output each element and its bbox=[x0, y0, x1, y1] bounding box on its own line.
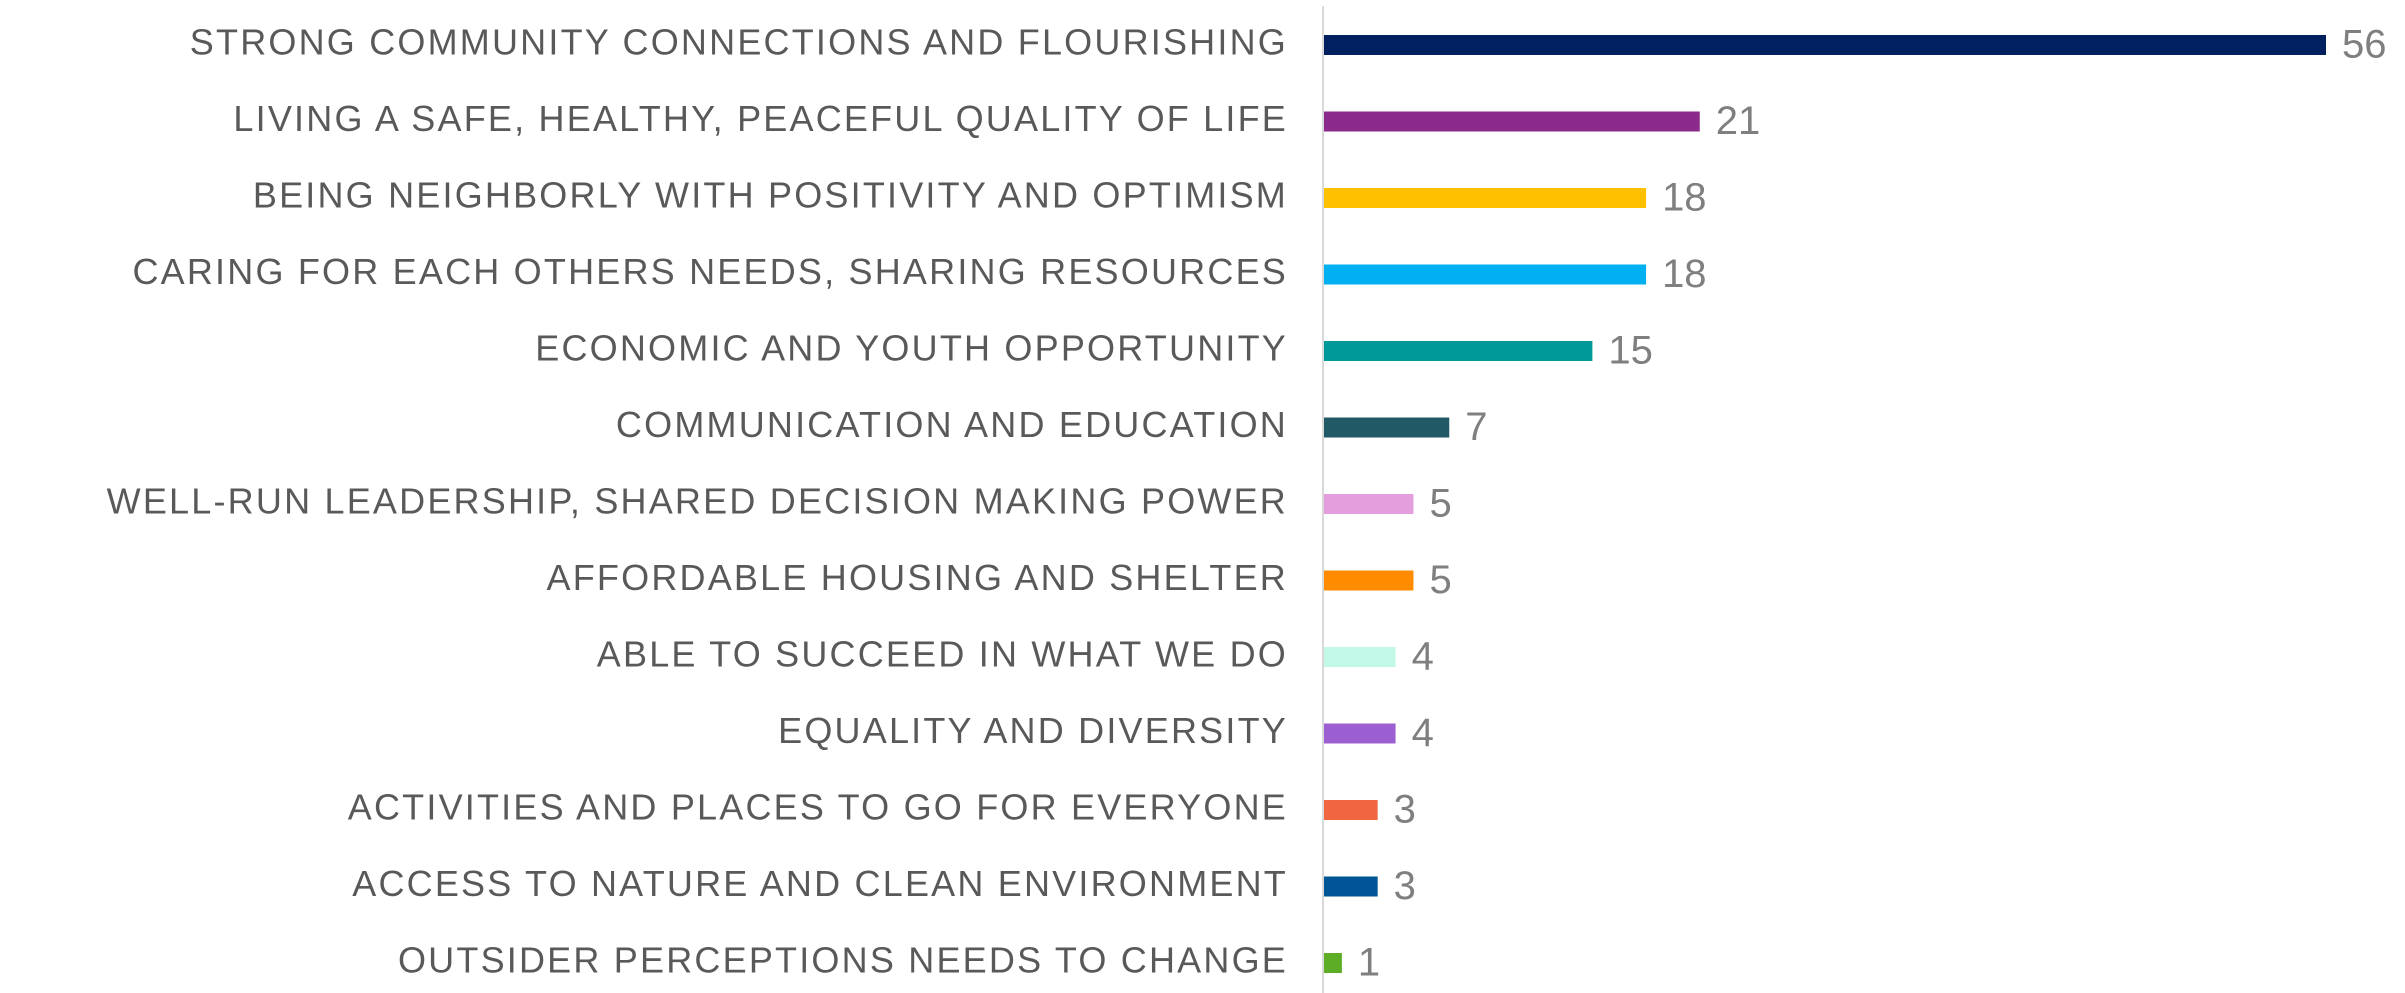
value-label: 1 bbox=[1358, 941, 1380, 985]
bar bbox=[1324, 35, 2326, 55]
category-label: LIVING A SAFE, HEALTHY, PEACEFUL QUALITY… bbox=[233, 98, 1288, 139]
category-label: ECONOMIC AND YOUTH OPPORTUNITY bbox=[535, 328, 1288, 369]
bar bbox=[1324, 341, 1593, 361]
value-label: 18 bbox=[1662, 176, 1707, 220]
bar bbox=[1324, 800, 1378, 820]
value-label: 18 bbox=[1662, 252, 1707, 296]
value-label: 4 bbox=[1412, 711, 1434, 755]
category-label: ACCESS TO NATURE AND CLEAN ENVIRONMENT bbox=[352, 863, 1288, 904]
category-label: ABLE TO SUCCEED IN WHAT WE DO bbox=[597, 634, 1288, 675]
category-label: WELL-RUN LEADERSHIP, SHARED DECISION MAK… bbox=[107, 481, 1288, 522]
category-label: BEING NEIGHBORLY WITH POSITIVITY AND OPT… bbox=[253, 175, 1288, 216]
category-label: ACTIVITIES AND PLACES TO GO FOR EVERYONE bbox=[348, 787, 1288, 828]
bar bbox=[1324, 647, 1396, 667]
bar bbox=[1324, 264, 1647, 285]
bar bbox=[1324, 494, 1414, 514]
category-label: STRONG COMMUNITY CONNECTIONS AND FLOURIS… bbox=[190, 22, 1288, 63]
value-label: 5 bbox=[1429, 482, 1451, 526]
bar bbox=[1324, 111, 1700, 132]
category-label: OUTSIDER PERCEPTIONS NEEDS TO CHANGE bbox=[398, 940, 1288, 981]
value-label: 7 bbox=[1465, 405, 1487, 449]
bar bbox=[1324, 953, 1342, 973]
category-label: EQUALITY AND DIVERSITY bbox=[778, 710, 1288, 751]
category-label: AFFORDABLE HOUSING AND SHELTER bbox=[547, 557, 1288, 598]
value-label: 4 bbox=[1412, 635, 1434, 679]
bar bbox=[1324, 723, 1396, 744]
value-label: 21 bbox=[1716, 99, 1761, 143]
value-label: 56 bbox=[2342, 23, 2387, 67]
bar bbox=[1324, 570, 1414, 591]
value-label: 15 bbox=[1608, 329, 1653, 373]
value-label: 3 bbox=[1394, 864, 1416, 908]
bar bbox=[1324, 876, 1378, 897]
value-label: 3 bbox=[1394, 788, 1416, 832]
category-label: CARING FOR EACH OTHERS NEEDS, SHARING RE… bbox=[132, 251, 1288, 292]
bar bbox=[1324, 417, 1450, 438]
value-label: 5 bbox=[1429, 558, 1451, 602]
category-label: COMMUNICATION AND EDUCATION bbox=[616, 404, 1288, 445]
bar bbox=[1324, 188, 1647, 208]
